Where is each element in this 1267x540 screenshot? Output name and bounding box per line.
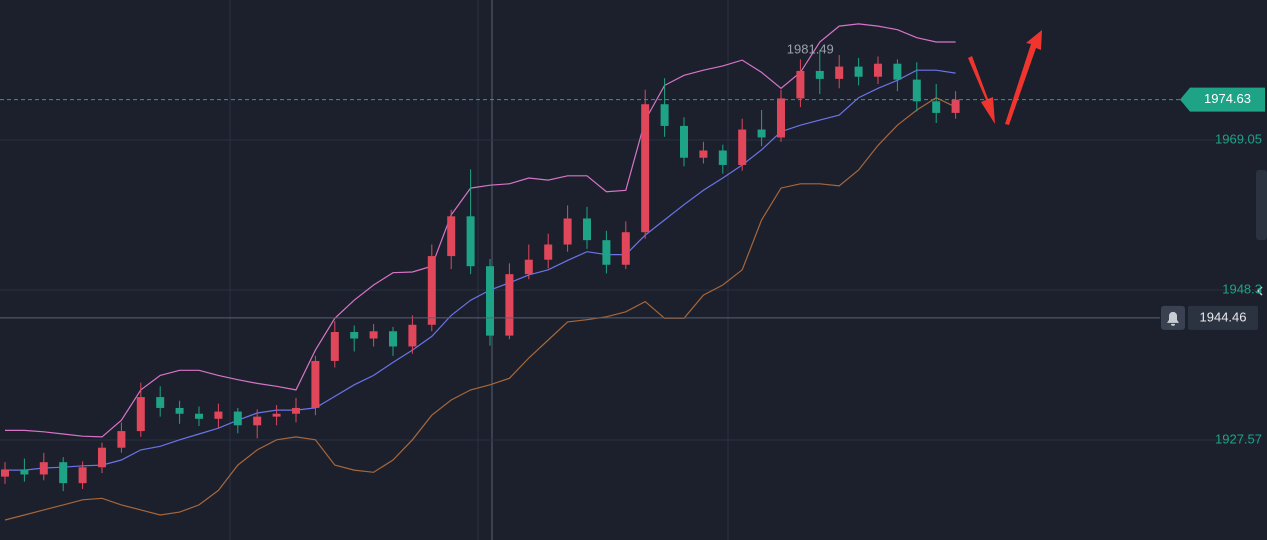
lower-band	[4, 97, 956, 521]
candle-body	[486, 266, 494, 336]
candle-body	[699, 150, 708, 158]
candle-body	[602, 240, 611, 265]
candle-body	[427, 256, 436, 325]
candle-body	[718, 150, 727, 165]
candle-body	[757, 129, 766, 138]
candle-body	[292, 407, 300, 414]
collapse-icon[interactable]	[1256, 286, 1263, 296]
candle-body	[389, 331, 397, 347]
candle-body	[330, 332, 339, 361]
candle-body	[214, 411, 223, 419]
y-tick-label: 1969.05	[1215, 131, 1262, 146]
candle-body	[20, 469, 29, 475]
candle-body	[195, 413, 203, 419]
candle-body	[738, 129, 747, 165]
candle-body	[621, 232, 630, 265]
candle-body	[796, 70, 805, 99]
candle-body	[156, 397, 165, 408]
candle-body	[912, 79, 921, 102]
candle-body	[835, 66, 844, 79]
candle-body	[1, 469, 9, 477]
candle-body	[893, 63, 902, 80]
candle-body	[524, 259, 533, 275]
candle-body	[660, 104, 669, 126]
candle-body	[98, 447, 106, 468]
candle-body	[932, 101, 941, 113]
candle-body	[777, 98, 785, 138]
candle-body	[680, 125, 688, 158]
candle-body	[369, 331, 378, 339]
candle-body	[117, 431, 126, 448]
arrow-up	[1005, 30, 1042, 125]
candle-body	[253, 416, 262, 426]
high-label: 1981.49	[787, 41, 834, 56]
crosshair-label: 1944.46	[1200, 309, 1247, 324]
candle-body	[78, 467, 87, 484]
candle-body	[854, 66, 863, 77]
candle-body	[311, 360, 320, 408]
candle-body	[641, 104, 650, 233]
crosshair-tag	[1188, 305, 1258, 330]
candle-body	[233, 411, 242, 426]
candle-body	[563, 218, 572, 245]
candle-body	[136, 397, 145, 432]
last-price-tag	[1180, 87, 1265, 112]
candle-body	[544, 244, 553, 260]
candle-body	[505, 274, 514, 336]
candle-body	[350, 332, 359, 339]
candle-body	[39, 462, 48, 475]
middle-band	[5, 69, 956, 471]
candle-body	[447, 216, 456, 257]
last-price-label: 1974.63	[1204, 91, 1251, 106]
arrow-down	[968, 56, 995, 124]
side-handle[interactable]	[1256, 170, 1267, 240]
alert-button[interactable]	[1161, 305, 1185, 330]
candle-body	[583, 218, 591, 241]
candle-body	[815, 70, 824, 79]
candle-body	[272, 413, 281, 417]
candle-body	[408, 324, 417, 347]
candle-body	[59, 462, 68, 484]
y-tick-label: 1927.57	[1215, 431, 1262, 446]
candle-body	[466, 216, 475, 267]
y-tick-label: 1948.3	[1222, 281, 1262, 296]
candle-body	[874, 63, 882, 77]
candle-body	[951, 99, 960, 113]
bell-icon	[1167, 311, 1179, 326]
plot	[0, 23, 1260, 521]
candle-body	[175, 407, 184, 414]
